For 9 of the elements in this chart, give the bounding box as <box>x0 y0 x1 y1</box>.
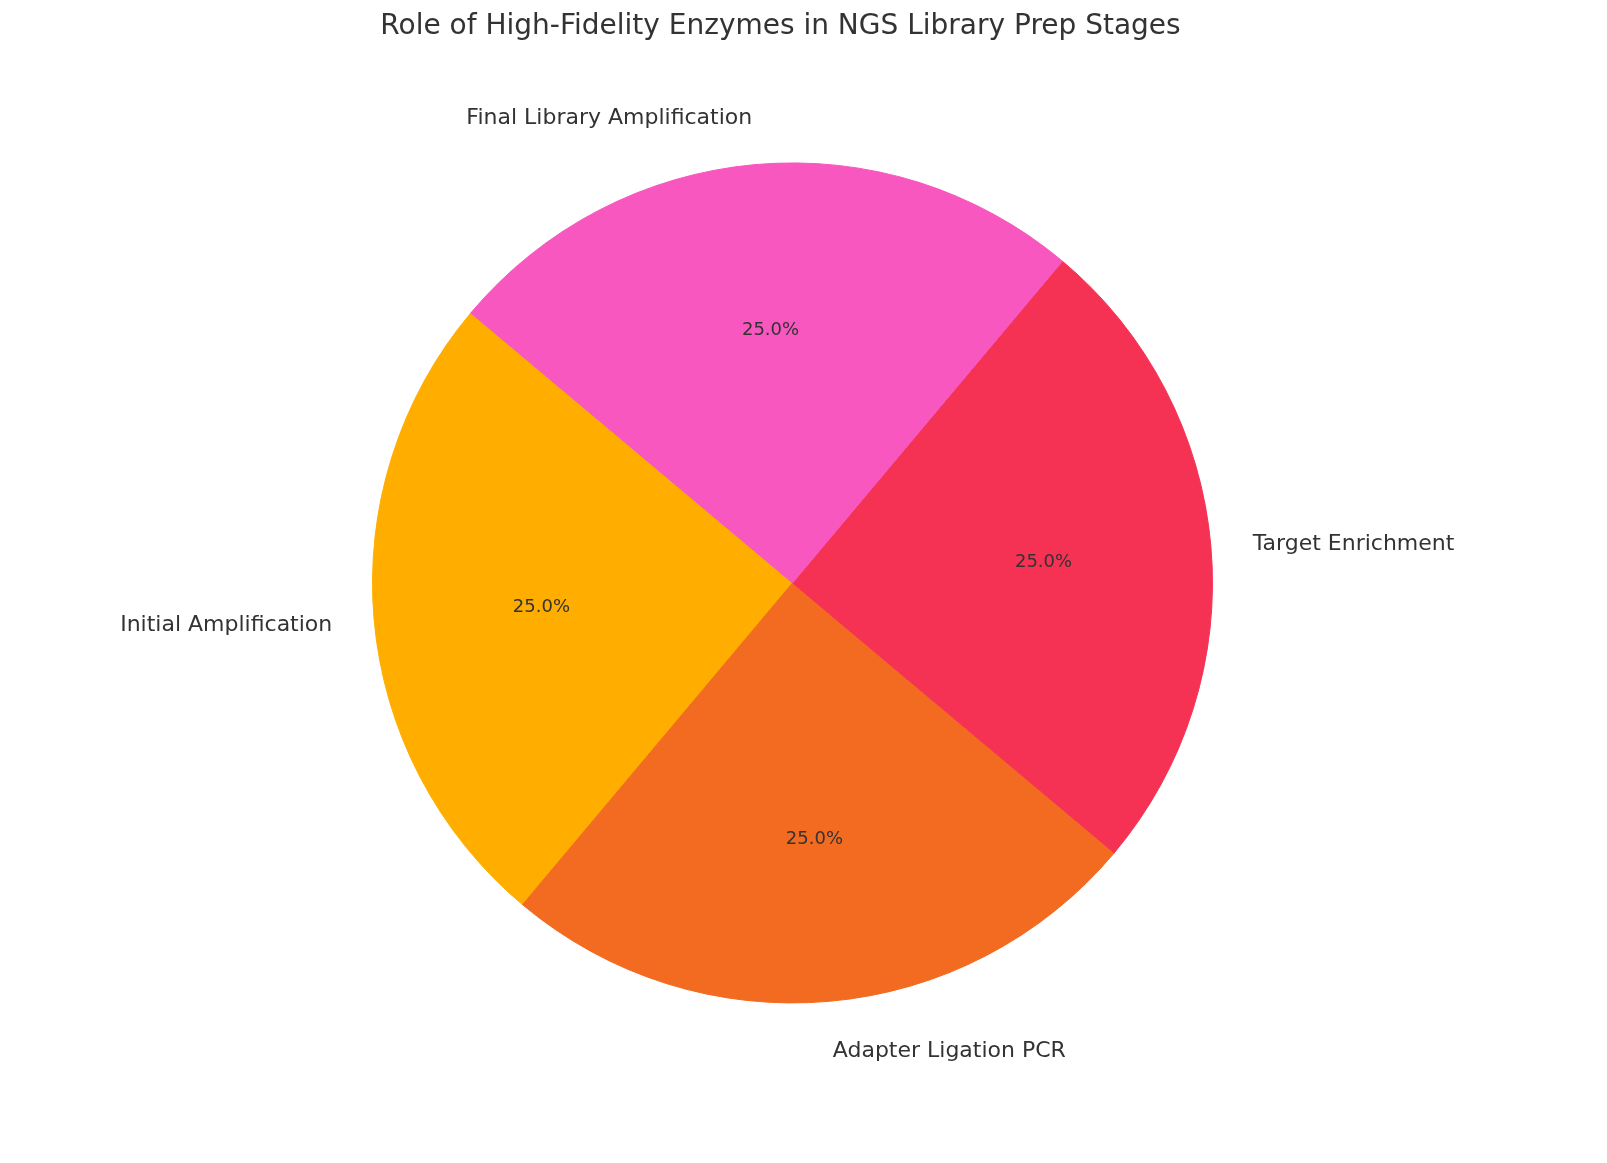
data-label: 25.0% <box>785 826 844 848</box>
data-label: 25.0% <box>741 317 800 339</box>
slice-label: Adapter Ligation PCR <box>832 1037 1066 1063</box>
data-label: 25.0% <box>1014 550 1073 572</box>
slice-label: Final Library Amplification <box>466 103 753 129</box>
data-label: 25.0% <box>512 594 571 616</box>
chart-title: Role of High-Fidelity Enzymes in NGS Library Prep Stages <box>380 7 1181 41</box>
slice-label: Initial Amplification <box>120 611 333 637</box>
slice-label: Target Enrichment <box>1251 529 1455 555</box>
